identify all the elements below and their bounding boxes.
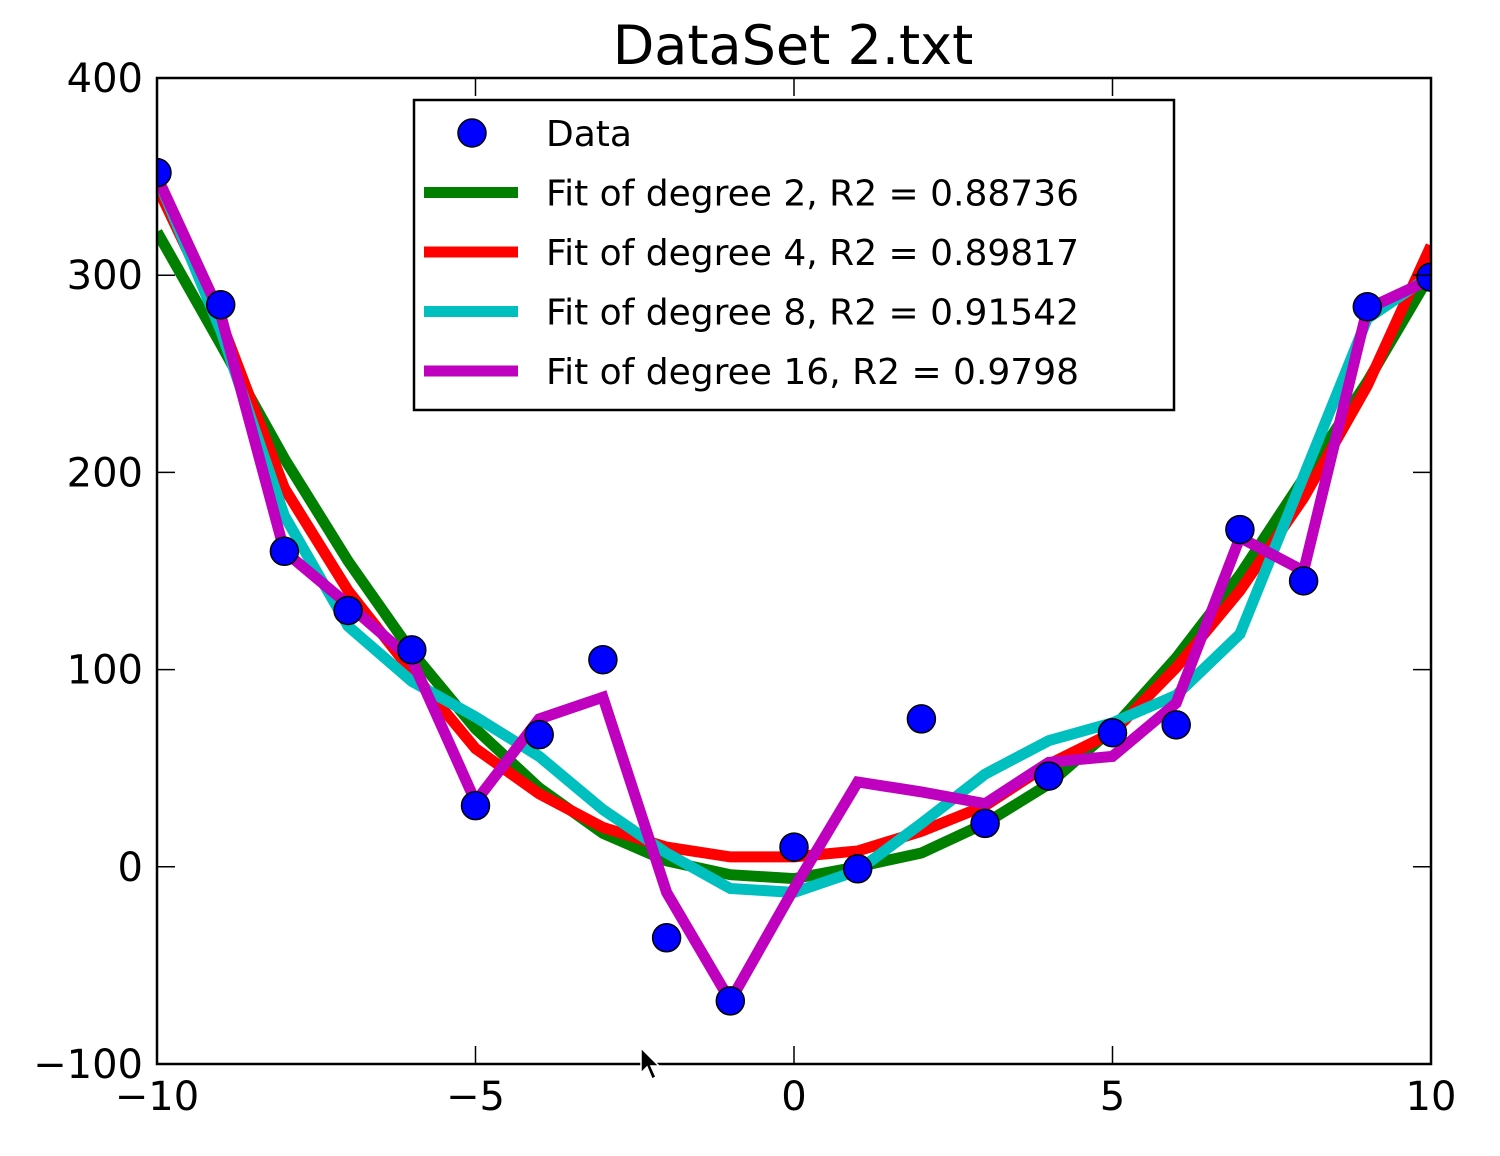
data-point-15: [1034, 761, 1064, 791]
x-tick-label: 5: [1100, 1074, 1125, 1120]
x-tick-label: 10: [1406, 1074, 1457, 1120]
x-tick-label: −10: [115, 1074, 199, 1120]
data-point-6: [460, 790, 491, 821]
legend-box: [412, 98, 1176, 412]
data-point-21: [1416, 262, 1431, 292]
y-tick-label: 400: [67, 56, 143, 102]
data-point-4: [333, 595, 363, 626]
plot-area: −10 −5 0 5 10 −100 0 100 200 300 400: [33, 56, 1456, 1120]
data-point-18: [1225, 514, 1255, 545]
x-tick-label: −5: [446, 1074, 505, 1120]
data-point-9: [651, 923, 682, 953]
x-tick-label: 0: [781, 1074, 806, 1120]
data-point-13: [906, 704, 937, 734]
data-point-14: [970, 808, 1000, 839]
legend-label-2: Fit of degree 4, R2 = 0.89817: [546, 233, 1079, 274]
y-tick-label: 200: [67, 450, 143, 496]
axis-tick-labels: −10 −5 0 5 10 −100 0 100 200 300 400: [33, 56, 1456, 1120]
legend-label-data: Data: [546, 114, 632, 155]
data-point-5: [397, 635, 427, 665]
data-point-12: [842, 854, 873, 884]
legend-label-3: Fit of degree 8, R2 = 0.91542: [546, 293, 1079, 334]
mouse-cursor-icon: [640, 1047, 661, 1081]
axis-ticks: [156, 77, 1432, 1065]
data-point-19: [1288, 566, 1319, 596]
chart-title: DataSet 2.txt: [613, 14, 974, 77]
legend-label-4: Fit of degree 16, R2 = 0.9798: [546, 352, 1079, 393]
data-points: [157, 157, 1431, 1016]
y-tick-label: 0: [118, 845, 143, 891]
data-point-17: [1161, 710, 1191, 740]
data-point-10: [715, 986, 746, 1016]
data-point-8: [588, 644, 618, 675]
data-point-1: [157, 157, 172, 188]
y-tick-label: 300: [67, 253, 143, 299]
y-tick-label: 100: [67, 648, 143, 694]
data-point-16: [1097, 717, 1128, 748]
y-tick-label: −100: [33, 1042, 143, 1088]
legend-marker-data: [457, 118, 487, 148]
data-point-7: [524, 719, 554, 750]
data-point-2: [205, 290, 236, 320]
fit-lines: [157, 174, 1431, 1012]
data-point-3: [269, 536, 300, 567]
data-point-11: [779, 832, 809, 862]
fit-line-4: [157, 174, 1431, 1012]
legend: Data Fit of degree 2, R2 = 0.88736 Fit of …: [412, 98, 1176, 412]
legend-label-1: Fit of degree 2, R2 = 0.88736: [546, 174, 1079, 215]
data-point-20: [1352, 292, 1383, 322]
